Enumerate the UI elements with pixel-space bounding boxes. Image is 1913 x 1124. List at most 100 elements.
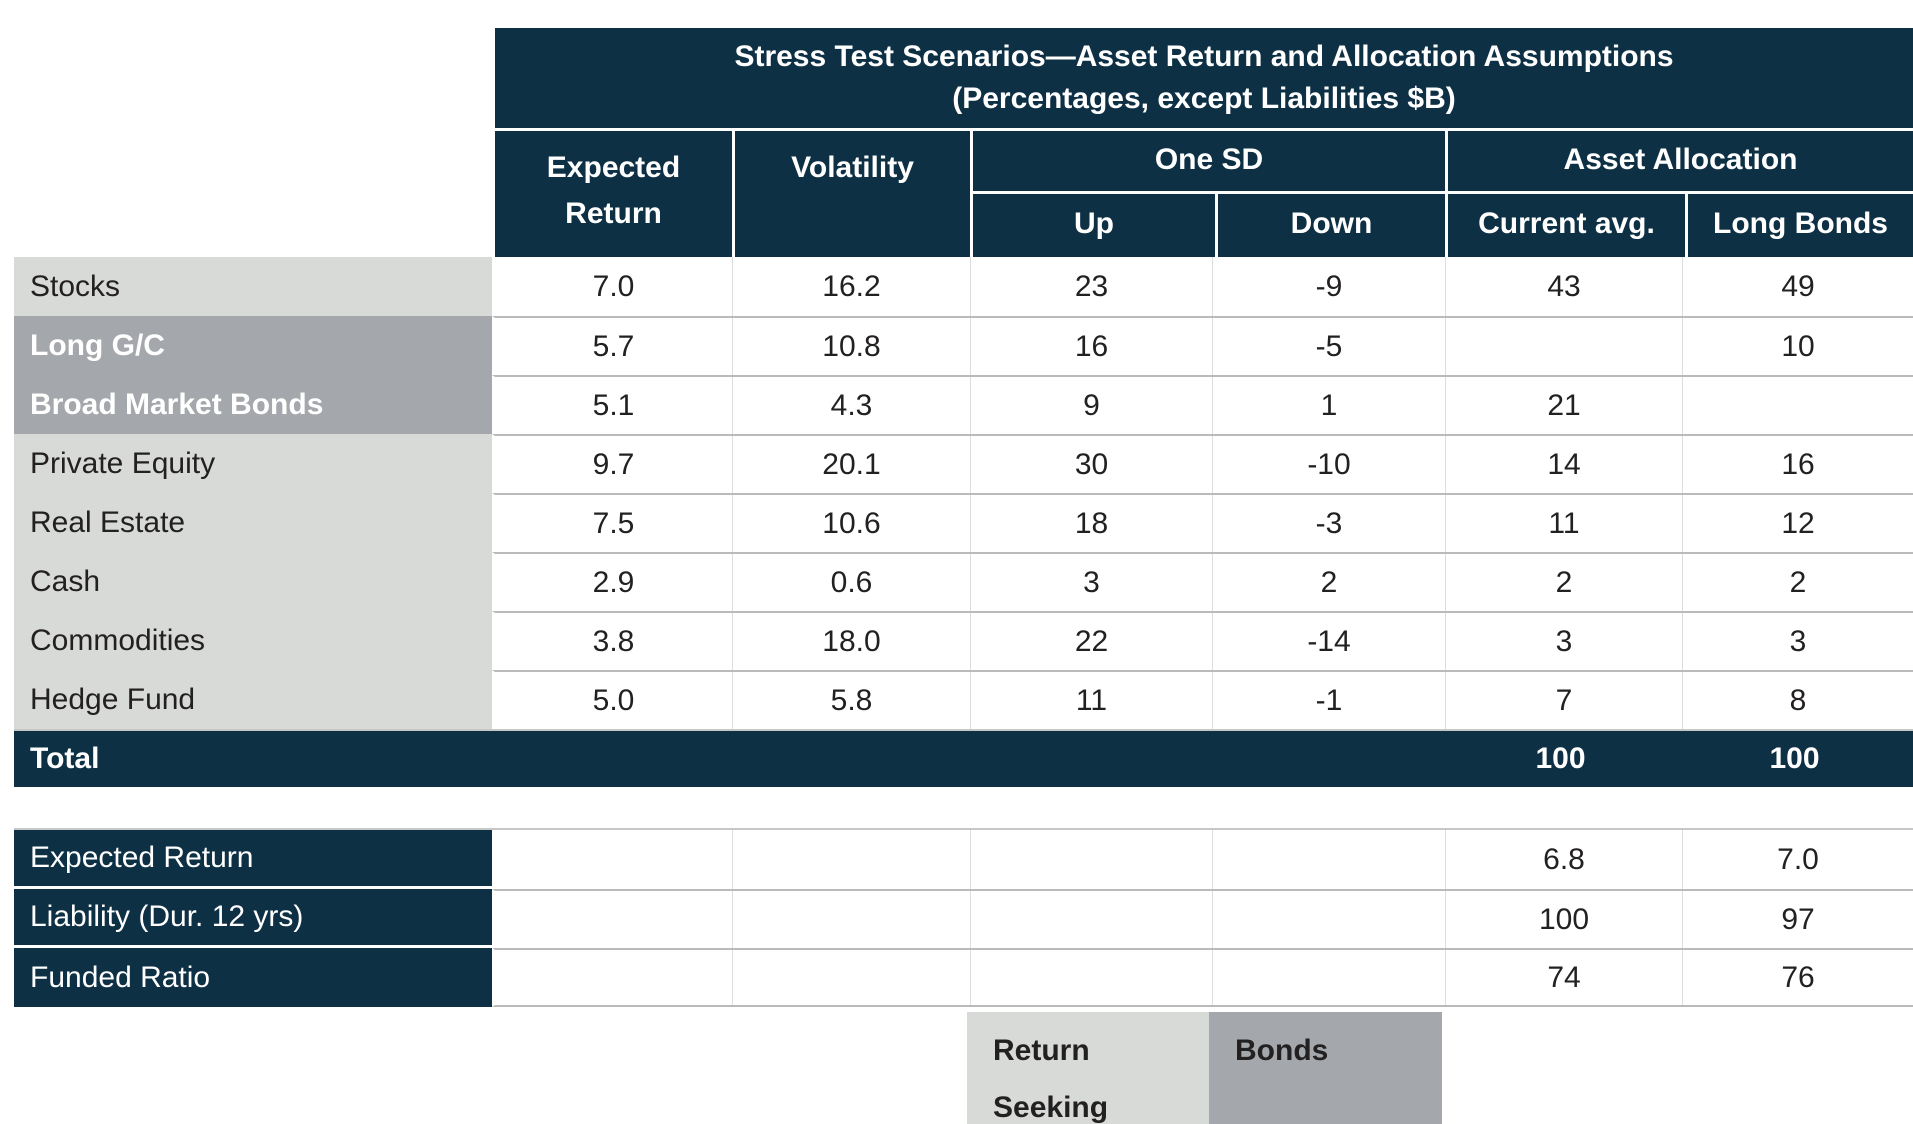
row-cells: 2.9 0.6 3 2 2 2 (492, 552, 1913, 611)
cell-volatility (732, 950, 970, 1005)
cell-volatility: 0.6 (732, 554, 970, 611)
col-group-one-sd-label: One SD (973, 131, 1445, 194)
cell-up (970, 891, 1212, 948)
row-label: Long G/C (14, 316, 492, 375)
row-label: Real Estate (14, 493, 492, 552)
summary-cells: 74 76 (492, 948, 1913, 1007)
cell-expected-return: 7.0 (592, 269, 635, 303)
row-label: Commodities (14, 611, 492, 670)
cell-current-avg: 3 (1445, 613, 1682, 670)
cell-up: 16 (970, 318, 1212, 375)
cell-current-avg (1445, 318, 1682, 375)
cell-down: -9 (1212, 257, 1445, 316)
cell-long-bonds: 49 (1682, 257, 1913, 316)
cell-up: 18 (970, 495, 1212, 552)
cell-expected-return (495, 950, 732, 1005)
cell-long-bonds: 16 (1682, 436, 1913, 493)
cell-current-avg: 2 (1445, 554, 1682, 611)
cell-up: 23 (970, 257, 1212, 316)
cell-down (1212, 950, 1445, 1005)
cell-down: -3 (1212, 495, 1445, 552)
summary-row-funded-ratio: Funded Ratio 74 76 (14, 948, 1913, 1007)
row-cells: 7.0 16.2 23 -9 43 49 (492, 257, 1913, 316)
table: Stress Test Scenarios—Asset Return and A… (14, 28, 1913, 1007)
cell-down: -10 (1212, 436, 1445, 493)
cell-down (1209, 731, 1442, 787)
cell-current-avg: 100 (1445, 891, 1682, 948)
total-label: Total (30, 742, 100, 775)
cell-down: 2 (1212, 554, 1445, 611)
cell-expected-return (495, 830, 732, 889)
row-cells: 5.1 4.3 9 1 21 (492, 375, 1913, 434)
row-cells: 9.7 20.1 30 -10 14 16 (492, 434, 1913, 493)
cell-current-avg: 6.8 (1445, 830, 1682, 889)
cell-current-avg: 43 (1445, 257, 1682, 316)
row-label: Stocks (14, 257, 492, 316)
summary-label: Expected Return (14, 830, 492, 889)
cell-current-avg: 11 (1445, 495, 1682, 552)
summary-cells: 6.8 7.0 (492, 830, 1913, 889)
cell-current-avg: 21 (1445, 377, 1682, 434)
cell-volatility (732, 891, 970, 948)
cell-down: 1 (1212, 377, 1445, 434)
row-cells: 5.0 5.8 11 -1 7 8 (492, 670, 1913, 729)
cell-down: -14 (1212, 613, 1445, 670)
summary-row-expected-return: Expected Return 6.8 7.0 (14, 830, 1913, 889)
cell-volatility: 5.8 (732, 672, 970, 729)
cell-volatility: 18.0 (732, 613, 970, 670)
cell-long-bonds: 7.0 (1682, 830, 1913, 889)
total-cells: 100 100 (492, 731, 1913, 787)
cell-current-avg: 100 (1535, 742, 1586, 775)
cell-long-bonds: 12 (1682, 495, 1913, 552)
cell-expected-return: 5.7 (592, 329, 635, 363)
col-group-asset-allocation-label: Asset Allocation (1448, 131, 1913, 194)
one-sd-subheaders: Up Down (973, 194, 1445, 257)
cell-expected-return: 5.0 (592, 683, 635, 717)
row-label: Broad Market Bonds (14, 375, 492, 434)
summary-label: Funded Ratio (14, 948, 492, 1007)
cell-long-bonds: 2 (1682, 554, 1913, 611)
col-header-down: Down (1215, 194, 1445, 257)
summary-label: Liability (Dur. 12 yrs) (14, 889, 492, 948)
col-group-one-sd: One SD Up Down (970, 131, 1445, 257)
cell-down (1212, 891, 1445, 948)
cell-down (1212, 830, 1445, 889)
col-header-volatility: Volatility (732, 131, 970, 257)
cell-up: 30 (970, 436, 1212, 493)
cell-volatility: 10.8 (732, 318, 970, 375)
cell-up (970, 950, 1212, 1005)
table-row-total: Total 100 100 (14, 729, 1913, 787)
title-line-2: (Percentages, except Liabilities $B) (952, 82, 1456, 115)
cell-long-bonds: 3 (1682, 613, 1913, 670)
cell-long-bonds: 76 (1682, 950, 1913, 1005)
row-label: Hedge Fund (14, 670, 492, 729)
cell-volatility: 4.3 (732, 377, 970, 434)
col-header-expected-return: Expected Return (495, 131, 732, 257)
row-cells: 5.7 10.8 16 -5 10 (492, 316, 1913, 375)
table-title: Stress Test Scenarios—Asset Return and A… (492, 28, 1913, 128)
cell-long-bonds: 8 (1682, 672, 1913, 729)
row-label: Private Equity (14, 434, 492, 493)
cell-expected-return: 2.9 (592, 565, 635, 599)
table-row-hedge-fund: Hedge Fund 5.0 5.8 11 -1 7 8 (14, 670, 1913, 729)
legend-return-seeking: Return Seeking (967, 1012, 1209, 1124)
cell-current-avg: 7 (1445, 672, 1682, 729)
cell-volatility (729, 731, 967, 787)
summary-section: Expected Return 6.8 7.0 Liability (Dur. … (14, 828, 1913, 1007)
column-header-row: Expected Return Volatility One SD Up Dow… (492, 131, 1913, 257)
cell-expected-return (495, 891, 732, 948)
summary-cells: 100 97 (492, 889, 1913, 948)
cell-expected-return: 5.1 (592, 388, 635, 422)
cell-current-avg: 14 (1445, 436, 1682, 493)
table-row-real-estate: Real Estate 7.5 10.6 18 -3 11 12 (14, 493, 1913, 552)
table-row-private-equity: Private Equity 9.7 20.1 30 -10 14 16 (14, 434, 1913, 493)
cell-volatility: 16.2 (732, 257, 970, 316)
cell-up: 22 (970, 613, 1212, 670)
table-row-cash: Cash 2.9 0.6 3 2 2 2 (14, 552, 1913, 611)
row-label: Cash (14, 552, 492, 611)
col-group-asset-allocation: Asset Allocation Current avg. Long Bonds (1445, 131, 1913, 257)
table-row-long-gc: Long G/C 5.7 10.8 16 -5 10 (14, 316, 1913, 375)
cell-current-avg: 74 (1445, 950, 1682, 1005)
title-line-1: Stress Test Scenarios—Asset Return and A… (734, 40, 1674, 73)
